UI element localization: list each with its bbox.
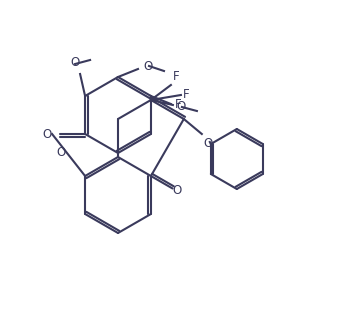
Text: O: O xyxy=(172,184,182,197)
Text: F: F xyxy=(183,88,190,101)
Text: O: O xyxy=(176,100,185,113)
Text: O: O xyxy=(56,147,65,160)
Text: O: O xyxy=(70,56,80,69)
Text: F: F xyxy=(175,99,182,112)
Text: O: O xyxy=(143,60,152,73)
Text: O: O xyxy=(43,127,52,140)
Text: F: F xyxy=(173,70,180,83)
Text: O: O xyxy=(204,137,213,150)
